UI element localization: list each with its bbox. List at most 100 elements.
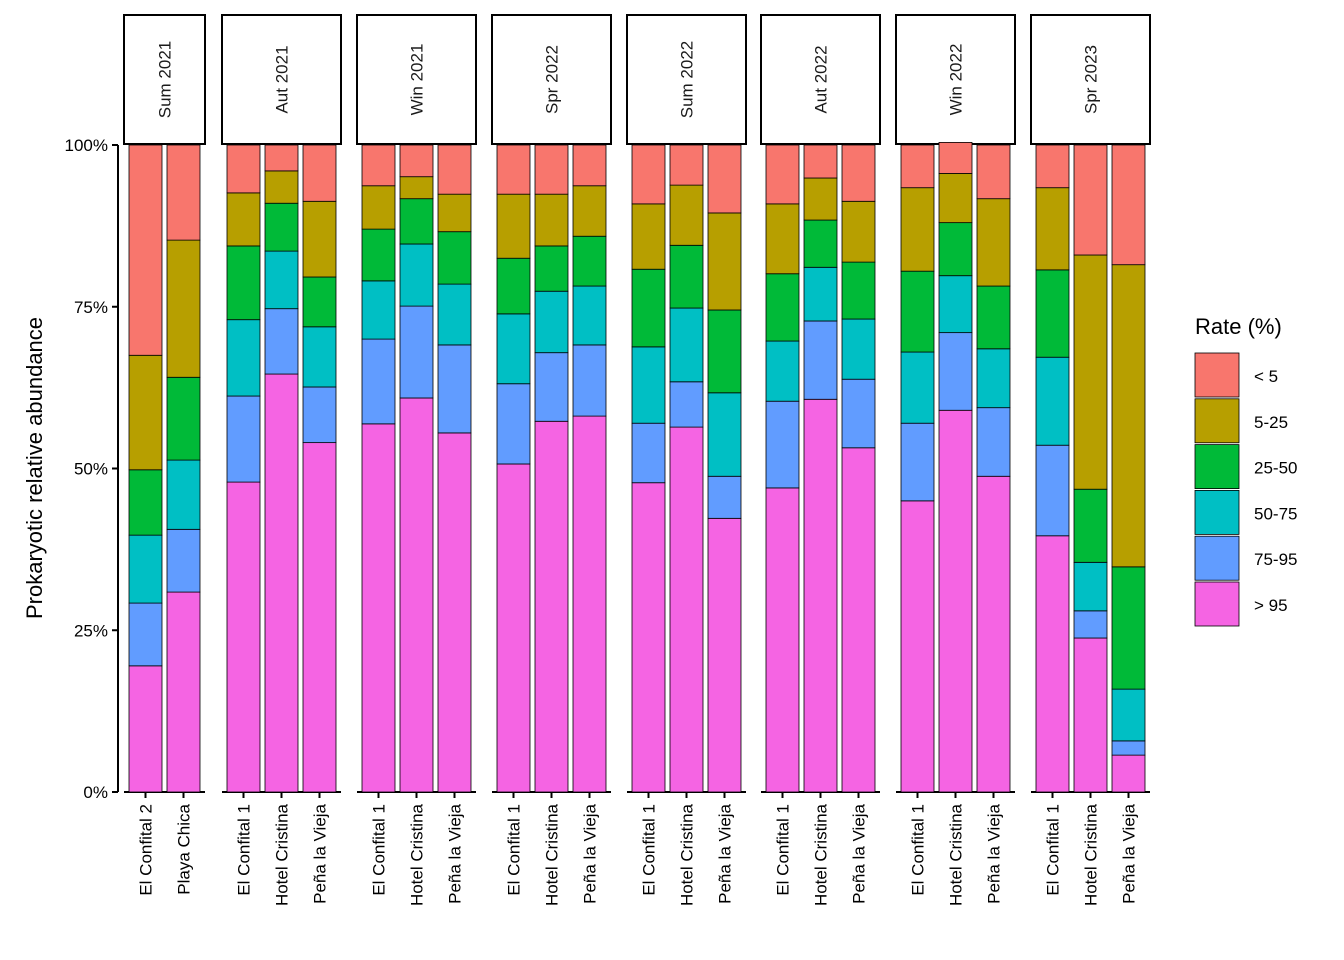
bar-segment	[166, 459, 201, 530]
bar-segment	[302, 386, 337, 444]
bar-segment	[496, 144, 531, 195]
bar-segment	[226, 481, 261, 793]
bar-segment	[264, 308, 299, 375]
bar-segment	[803, 266, 838, 322]
bar-segment	[841, 200, 876, 263]
bar-segment	[496, 383, 531, 465]
bar-segment	[1111, 264, 1146, 568]
bar-segment	[1035, 356, 1070, 446]
bar-segment	[572, 285, 607, 346]
bar-segment	[399, 144, 434, 178]
bar-segment	[765, 340, 800, 402]
bar-segment	[496, 193, 531, 259]
bar-segment	[1111, 144, 1146, 266]
stacked-bar	[437, 144, 472, 793]
bar-segment	[226, 192, 261, 247]
bar-segment	[302, 442, 337, 793]
x-tick-label: Peña la Vieja	[716, 803, 735, 903]
x-tick-label: Peña la Vieja	[581, 803, 600, 903]
bar-segment	[707, 212, 742, 311]
bar-segment	[166, 528, 201, 593]
bar-segment	[669, 426, 704, 793]
stacked-bar	[938, 142, 973, 793]
stacked-bar	[128, 144, 163, 793]
bar-segment	[841, 447, 876, 793]
stacked-bar	[226, 144, 261, 793]
bar-segment	[707, 475, 742, 519]
bar-segment	[841, 378, 876, 449]
bar-segment	[938, 222, 973, 277]
bar-segment	[361, 228, 396, 282]
bar-segment	[226, 245, 261, 321]
bar-segment	[900, 187, 935, 272]
bar-segment	[1035, 187, 1070, 271]
stacked-bar	[166, 144, 201, 793]
facet-strip-label: Sum 2022	[678, 41, 697, 119]
bar-segment	[803, 219, 838, 268]
bar-segment	[631, 346, 666, 424]
bar-segment	[631, 203, 666, 270]
bar-segment	[437, 283, 472, 346]
stacked-bar	[1073, 144, 1108, 793]
bar-segment	[1111, 740, 1146, 756]
x-tick-label: Peña la Vieja	[985, 803, 1004, 903]
bar-segment	[900, 144, 935, 189]
facet-strip	[760, 14, 881, 145]
bar-segment	[938, 173, 973, 224]
bar-segment	[128, 354, 163, 471]
facet-strip-label: Sum 2021	[156, 41, 175, 119]
x-tick-label: Hotel Cristina	[543, 803, 562, 906]
facet-strip-label: Win 2021	[408, 44, 427, 116]
stacked-bar	[631, 144, 666, 793]
bar-segment	[572, 144, 607, 187]
bar-segment	[631, 268, 666, 348]
stacked-bar	[803, 144, 838, 793]
bar-segment	[437, 432, 472, 793]
bar-segment	[765, 203, 800, 275]
facet-strip	[356, 14, 477, 145]
facet-strip-label: Win 2022	[947, 44, 966, 116]
bar-segment	[707, 392, 742, 477]
legend-item: 25-50	[1194, 444, 1297, 490]
stacked-bar	[534, 144, 569, 793]
legend-swatch	[1194, 398, 1240, 444]
stacked-bar	[841, 144, 876, 793]
y-tick-label: 25%	[74, 621, 108, 640]
bar-segment	[938, 409, 973, 793]
y-tick-label: 100%	[65, 136, 108, 155]
bar-segment	[399, 176, 434, 200]
bar-segment	[361, 144, 396, 187]
facet-panel: Aut 2021 El Confital 1 Hotel Cristina Peña …	[221, 14, 342, 906]
bar-segment	[572, 185, 607, 237]
stacked-bar	[707, 144, 742, 793]
stacked-bar	[264, 144, 299, 793]
bar-segment	[803, 320, 838, 400]
bar-segment	[399, 305, 434, 399]
facet-strip	[491, 14, 612, 145]
bar-segment	[226, 144, 261, 194]
stacked-bar	[399, 144, 434, 793]
bar-segment	[496, 257, 531, 315]
bar-segment	[841, 318, 876, 380]
x-tick-label: Peña la Vieja	[446, 803, 465, 903]
bar-segment	[399, 397, 434, 793]
facet-panel: Sum 2022 El Confital 1 Hotel Cristina Peña …	[626, 14, 747, 906]
bar-segment	[302, 276, 337, 328]
bar-segment	[900, 351, 935, 424]
bar-segment	[631, 422, 666, 484]
bar-segment	[302, 144, 337, 202]
bar-segment	[669, 144, 704, 186]
facet-panels: Sum 2021 El Confital 2 Playa Chica Aut 2021…	[123, 14, 1151, 906]
facet-strip	[123, 14, 206, 145]
bar-segment	[437, 193, 472, 233]
bar-segment	[1073, 637, 1108, 793]
stacked-bar	[976, 144, 1011, 793]
bar-segment	[264, 202, 299, 252]
legend-swatch	[1194, 352, 1240, 398]
legend-item: > 95	[1194, 581, 1288, 627]
bar-segment	[1073, 561, 1108, 612]
legend-label: 5-25	[1254, 413, 1288, 432]
bar-segment	[166, 144, 201, 241]
bar-segment	[1073, 254, 1108, 490]
